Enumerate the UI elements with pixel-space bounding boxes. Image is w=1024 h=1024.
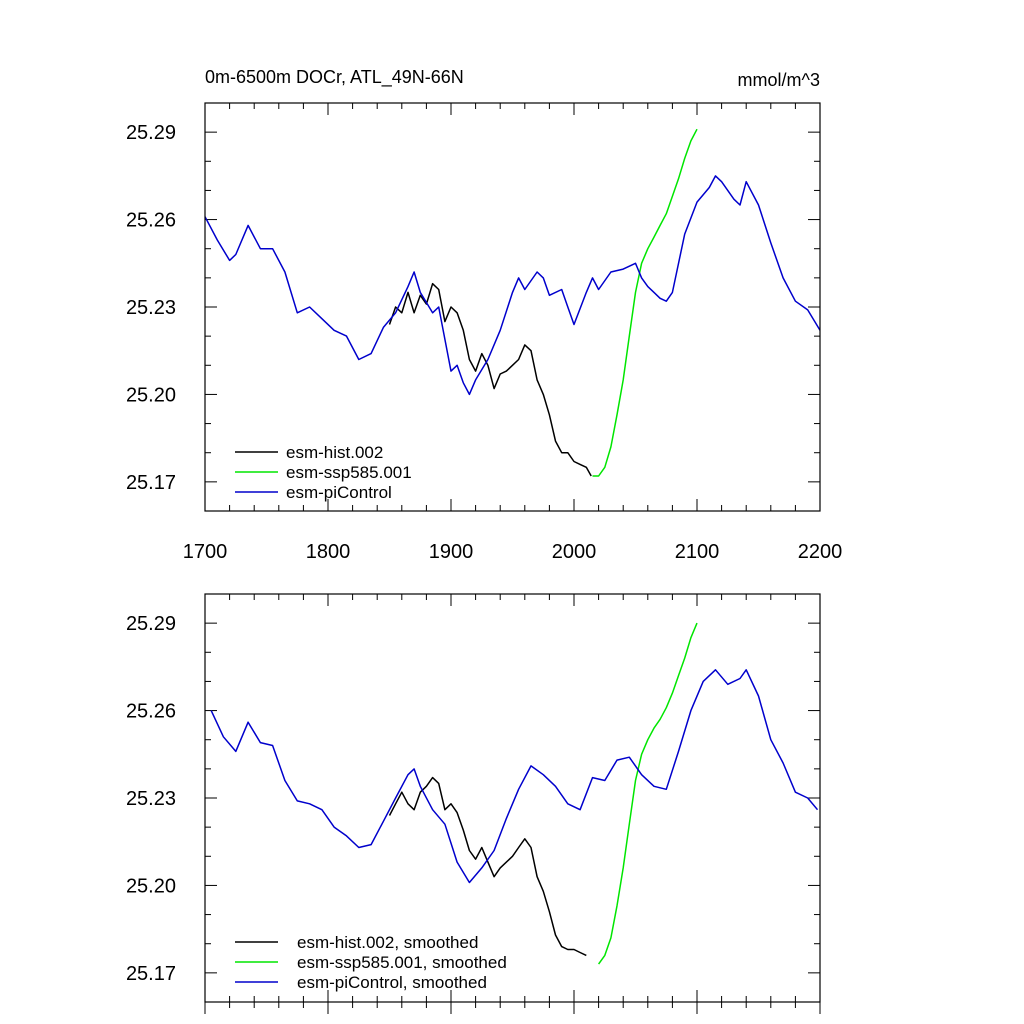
bottom-legend-label-3: esm-piControl, smoothed <box>297 973 487 992</box>
bottom-tick-labels: 25.17 25.20 25.23 25.26 25.29 <box>126 613 176 985</box>
bottom-ytick-label: 25.29 <box>126 613 176 635</box>
top-series <box>204 128 821 477</box>
top-tick-labels: 25.17 25.20 25.23 25.26 25.29 1700 1800 1900 200… <box>126 122 842 563</box>
bottom-ytick-label: 25.26 <box>126 701 176 723</box>
top-ytick-label: 25.26 <box>126 210 176 232</box>
top-xtick-label: 1800 <box>306 541 351 563</box>
bottom-legend-label-2: esm-ssp585.001, smoothed <box>297 953 507 972</box>
bottom-series <box>210 622 819 965</box>
top-ytick-label: 25.23 <box>126 297 176 319</box>
top-ytick-label: 25.17 <box>126 472 176 494</box>
top-title-units: mmol/m^3 <box>738 70 820 90</box>
top-plot-frame <box>204 102 821 512</box>
top-series-line-1 <box>388 282 592 477</box>
top-legend-label-1: esm-hist.002 <box>286 443 383 462</box>
top-title-left: 0m-6500m DOCr, ATL_49N-66N <box>205 67 464 88</box>
top-ytick-label: 25.20 <box>126 384 176 406</box>
bottom-ytick-label: 25.23 <box>126 788 176 810</box>
bottom-series-line-1 <box>388 776 587 957</box>
top-series-line-3 <box>204 175 821 396</box>
bottom-legend-label-1: esm-hist.002, smoothed <box>297 933 478 952</box>
bottom-panel: 25.17 25.20 25.23 25.26 25.29 esm-hist.002, … <box>126 593 821 1014</box>
top-xtick-label: 2200 <box>798 541 843 563</box>
top-legend-label-2: esm-ssp585.001 <box>286 463 412 482</box>
top-ytick-label: 25.29 <box>126 122 176 144</box>
top-xtick-label: 2000 <box>552 541 597 563</box>
bottom-series-line-3 <box>210 669 819 884</box>
top-xtick-label: 1900 <box>429 541 474 563</box>
top-series-line-2 <box>592 128 698 477</box>
top-panel: 0m-6500m DOCr, ATL_49N-66N mmol/m^3 25.1… <box>126 67 842 563</box>
bottom-series-line-2 <box>597 622 698 965</box>
top-xtick-label: 2100 <box>675 541 720 563</box>
bottom-ytick-label: 25.20 <box>126 875 176 897</box>
bottom-ytick-label: 25.17 <box>126 963 176 985</box>
top-xtick-label: 1700 <box>183 541 228 563</box>
top-legend-label-3: esm-piControl <box>286 483 392 502</box>
bottom-plot-frame <box>204 593 821 1003</box>
